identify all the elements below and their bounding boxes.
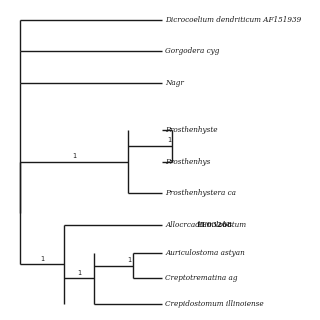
Text: 1: 1 bbox=[167, 137, 171, 143]
Text: Creptotrematina ag: Creptotrematina ag bbox=[165, 274, 238, 282]
Text: EF03268: EF03268 bbox=[196, 221, 232, 229]
Text: 1: 1 bbox=[77, 270, 81, 276]
Text: Auriculostoma astyan: Auriculostoma astyan bbox=[165, 249, 245, 257]
Text: Crepidostomum illinoiense: Crepidostomum illinoiense bbox=[165, 300, 264, 308]
Text: Allocrcadium lobatum: Allocrcadium lobatum bbox=[165, 221, 249, 229]
Text: Prosthenhyste: Prosthenhyste bbox=[165, 126, 218, 134]
Text: Gorgodera cyg: Gorgodera cyg bbox=[165, 47, 220, 55]
Text: 1: 1 bbox=[72, 153, 76, 159]
Text: Dicrocoelium dendriticum AF151939: Dicrocoelium dendriticum AF151939 bbox=[165, 16, 301, 24]
Text: 1: 1 bbox=[128, 257, 132, 263]
Text: 1: 1 bbox=[40, 256, 44, 261]
Text: Prosthenhystera ca: Prosthenhystera ca bbox=[165, 189, 236, 197]
Text: Prosthenhys: Prosthenhys bbox=[165, 157, 211, 165]
Text: Nagr: Nagr bbox=[165, 79, 184, 87]
